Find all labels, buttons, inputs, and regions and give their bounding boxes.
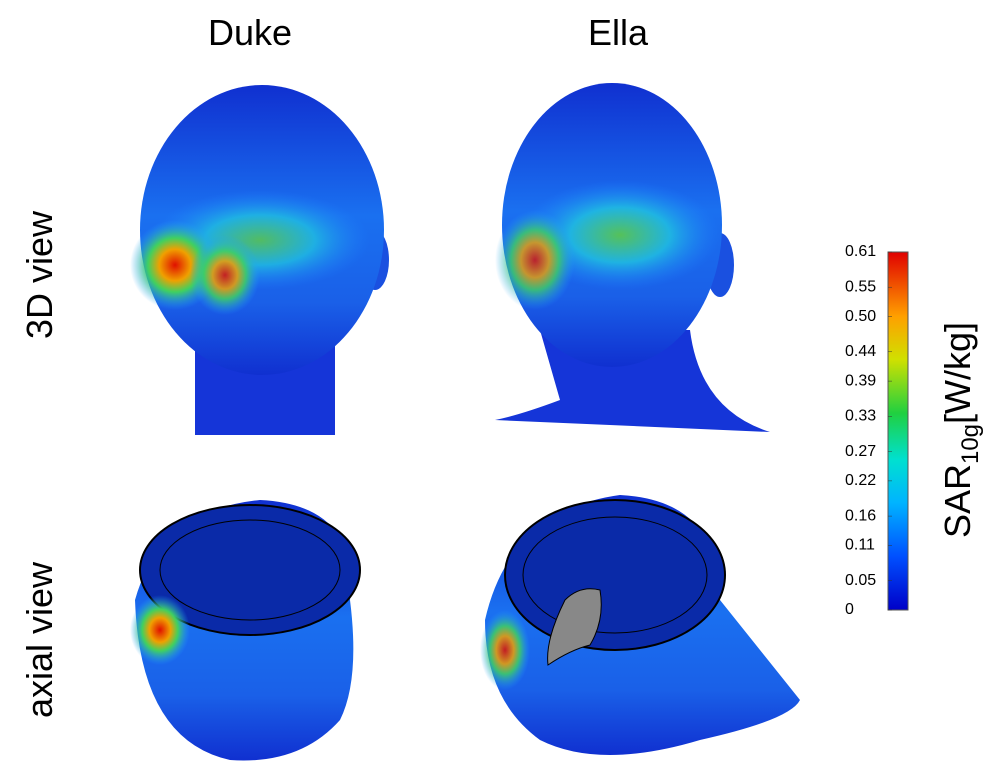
colorbar: 0 0.05 0.11 0.16 0.22 0.27 0.33 0.39 0.44 0.50 0.5… [845,243,909,618]
tick-label: 0.33 [845,408,876,425]
column-label: Duke [208,12,292,53]
tick-label: 0.27 [845,443,876,460]
tick-label: 0.11 [845,537,875,554]
label-unit: [W/kg] [937,322,978,424]
tick-label: 0.05 [845,572,876,589]
duke-axial-head [130,500,361,761]
tick-label: 0.16 [845,507,876,524]
row-label: axial view [19,561,60,718]
tick-label: 0.39 [845,372,876,389]
colorbar-label: SAR10g[W/kg] [937,322,984,538]
label-sub: 10g [957,424,984,464]
label-main: SAR [937,464,978,538]
ella-3d-head [495,83,770,432]
column-label: Ella [588,12,649,53]
duke-3d-head [130,85,389,435]
ella-axial-head [480,495,800,755]
tick-label: 0 [845,601,854,618]
tick-label: 0.22 [845,472,876,489]
row-label: 3D view [19,210,60,339]
tick-label: 0.61 [845,243,876,260]
tick-label: 0.50 [845,308,876,325]
tick-label: 0.55 [845,278,876,295]
colorbar-gradient [887,251,909,611]
tick-label: 0.44 [845,343,876,360]
